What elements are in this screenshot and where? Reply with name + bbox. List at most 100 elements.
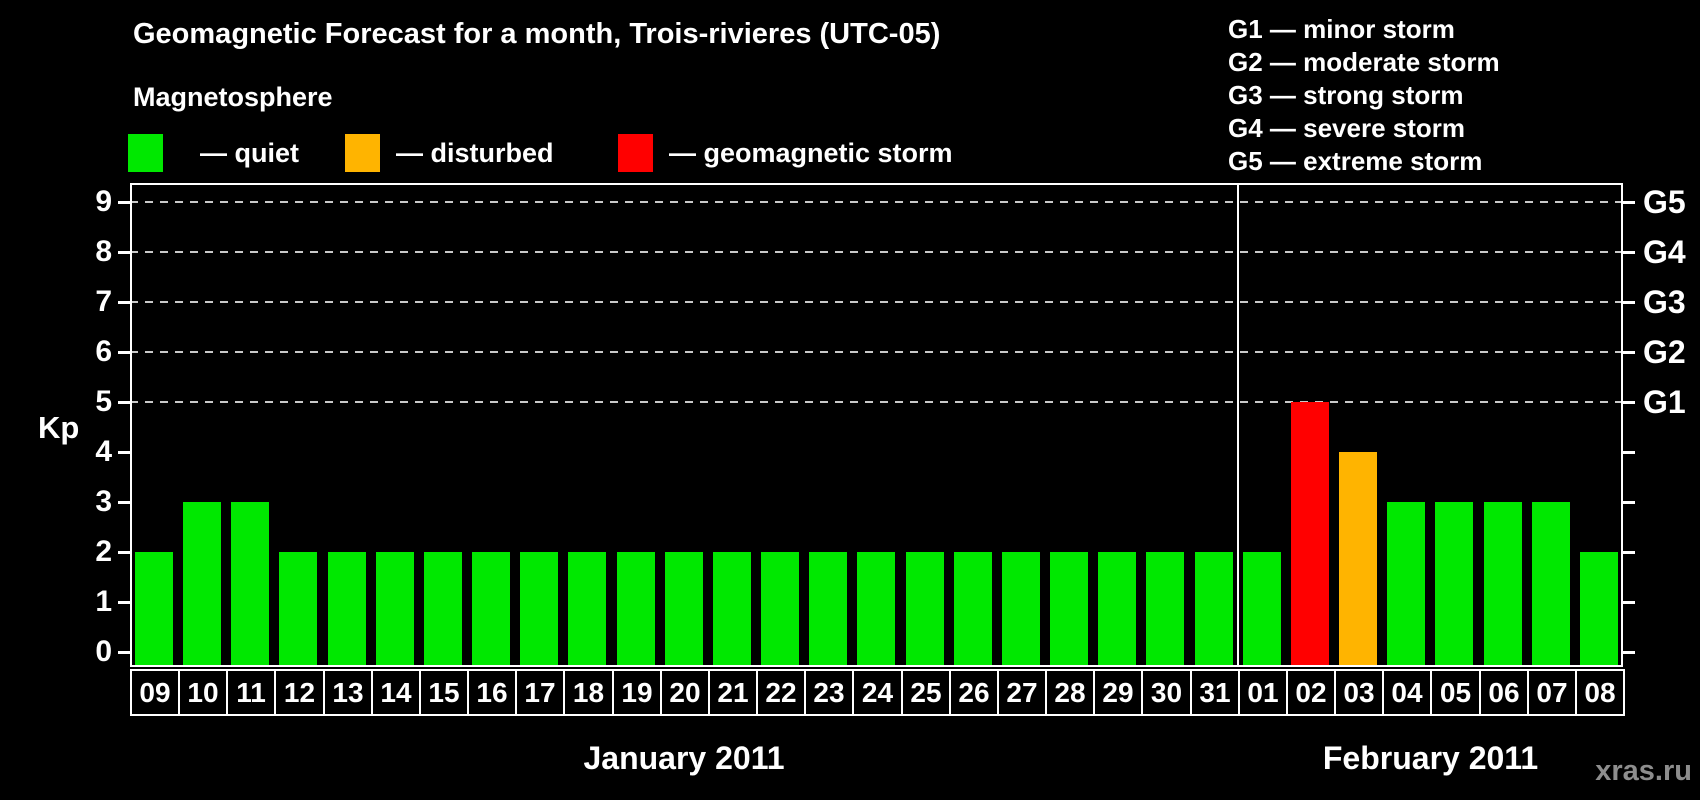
kp-bar-day-27 [1002,552,1040,667]
kp-tick-label-1: 1 [95,585,112,618]
day-label-17: 17 [515,669,565,716]
gridline-kp-7 [130,301,1623,303]
day-label-20: 20 [660,669,710,716]
kp-bar-day-10 [183,502,221,667]
left-axis-tick-2 [118,551,130,554]
plot-frame [130,183,1623,667]
g-tick-label-g4: G4 [1643,234,1686,270]
right-axis-tick-3 [1623,501,1635,504]
g-tick-label-g1: G1 [1643,384,1686,420]
g-scale-legend-item-g4: G4 — severe storm [1228,113,1466,143]
day-label-07: 07 [1527,669,1577,716]
month-label-february: February 2011 [1322,740,1539,776]
kp-bar-day-05 [1435,502,1473,667]
left-axis-tick-1 [118,601,130,604]
day-label-18: 18 [563,669,614,716]
legend-item-quiet: — quiet [128,134,299,172]
kp-bar-day-16 [472,552,510,667]
day-label-09: 09 [130,669,180,716]
kp-tick-label-7: 7 [95,285,112,318]
day-label-06: 06 [1479,669,1529,716]
day-label-12: 12 [274,669,325,716]
kp-axis-label: Kp [38,410,80,445]
left-axis-tick-5 [118,401,130,404]
kp-bar-day-31 [1195,552,1233,667]
kp-bar-day-02 [1291,402,1329,667]
kp-bar-day-25 [906,552,944,667]
right-axis-tick-9 [1623,201,1635,204]
kp-bar-day-08 [1580,552,1618,667]
left-axis-tick-0 [118,651,130,654]
left-axis-tick-4 [118,451,130,454]
kp-tick-label-2: 2 [95,535,112,568]
g-scale-legend-item-g1: G1 — minor storm [1228,14,1455,44]
kp-bar-day-28 [1050,552,1088,667]
month-separator [1237,183,1239,667]
right-axis-tick-1 [1623,601,1635,604]
kp-bar-day-30 [1146,552,1184,667]
g-tick-label-g2: G2 [1643,334,1686,370]
g-tick-label-g5: G5 [1643,184,1686,220]
g-scale-legend-item-g2: G2 — moderate storm [1228,47,1500,77]
kp-bar-day-03 [1339,452,1377,667]
day-label-30: 30 [1141,669,1192,716]
day-label-22: 22 [756,669,806,716]
right-axis-tick-4 [1623,451,1635,454]
kp-bar-day-18 [568,552,606,667]
kp-bar-day-22 [761,552,799,667]
kp-bar-day-13 [328,552,366,667]
storm-color-swatch [618,134,653,172]
day-label-28: 28 [1045,669,1095,716]
kp-tick-label-4: 4 [95,435,112,468]
g-tick-label-g3: G3 [1643,284,1686,320]
quiet-color-swatch [128,134,163,172]
legend-item-storm: — geomagnetic storm [618,134,953,172]
day-label-21: 21 [708,669,758,716]
day-label-08: 08 [1575,669,1625,716]
right-axis-tick-2 [1623,551,1635,554]
left-axis-tick-3 [118,501,130,504]
day-label-05: 05 [1430,669,1481,716]
right-axis-tick-5 [1623,401,1635,404]
month-label-january: January 2011 [583,740,785,776]
day-label-15: 15 [419,669,469,716]
gridline-kp-5 [130,401,1623,403]
kp-bar-day-29 [1098,552,1136,667]
plot-area [130,183,1623,667]
day-label-24: 24 [852,669,903,716]
kp-bar-day-20 [665,552,703,667]
kp-bar-day-01 [1243,552,1281,667]
kp-tick-label-9: 9 [95,185,112,218]
kp-bar-day-24 [857,552,895,667]
day-label-23: 23 [804,669,854,716]
day-label-26: 26 [949,669,999,716]
kp-bar-day-11 [231,502,269,667]
kp-tick-label-5: 5 [95,385,112,418]
legend-label-storm: — geomagnetic storm [669,137,953,168]
kp-bar-day-23 [809,552,847,667]
kp-tick-label-6: 6 [95,335,112,368]
day-label-16: 16 [467,669,517,716]
day-label-03: 03 [1334,669,1384,716]
kp-bar-day-04 [1387,502,1425,667]
kp-bar-day-15 [424,552,462,667]
day-label-14: 14 [371,669,421,716]
right-axis-tick-6 [1623,351,1635,354]
legend-heading: Magnetosphere [133,82,333,112]
gridline-kp-6 [130,351,1623,353]
kp-bar-day-14 [376,552,414,667]
day-label-02: 02 [1286,669,1336,716]
left-axis-tick-7 [118,301,130,304]
day-label-01: 01 [1238,669,1288,716]
kp-bar-day-21 [713,552,751,667]
day-label-25: 25 [901,669,951,716]
kp-bar-day-26 [954,552,992,667]
watermark: xras.ru [1595,755,1692,787]
kp-tick-label-0: 0 [95,635,112,668]
right-axis-tick-7 [1623,301,1635,304]
g-scale-legend: G1 — minor storm G2 — moderate storm G3 … [1228,13,1500,178]
g-scale-legend-item-g5: G5 — extreme storm [1228,146,1483,176]
kp-bar-day-09 [135,552,173,667]
g-scale-legend-item-g3: G3 — strong storm [1228,80,1464,110]
